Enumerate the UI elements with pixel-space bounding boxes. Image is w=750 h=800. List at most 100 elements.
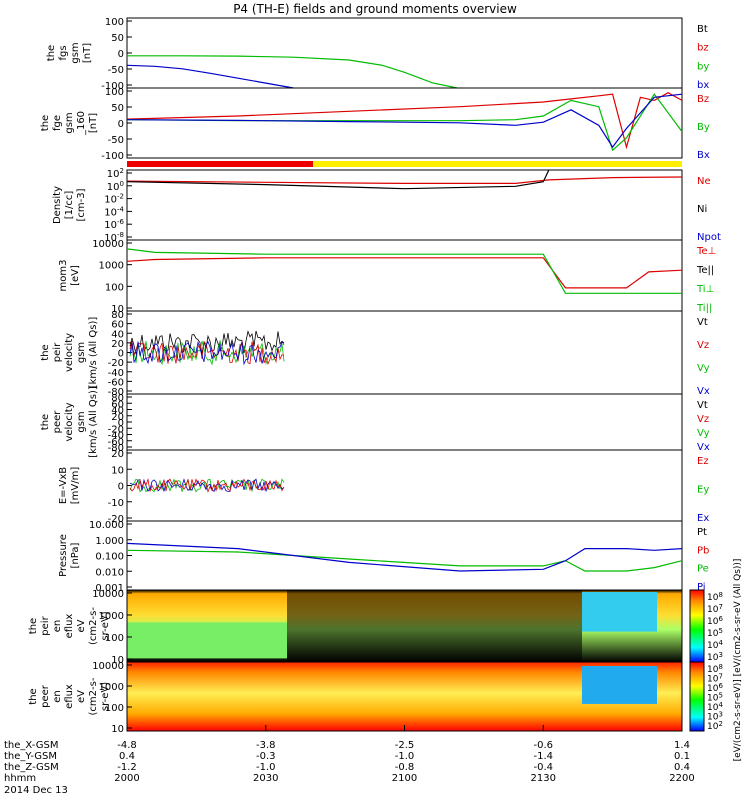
y-tick-label: -80 bbox=[108, 443, 124, 454]
y-axis-label: _160 bbox=[76, 111, 87, 136]
y-tick-label: 0 bbox=[118, 49, 124, 60]
y-tick-label: 102 bbox=[107, 167, 124, 180]
y-axis-label: E=-VxB bbox=[58, 467, 69, 504]
y-tick-label: 10 bbox=[111, 724, 124, 735]
legend-entry: by bbox=[697, 61, 709, 72]
legend-entry: Vz bbox=[697, 340, 709, 351]
y-axis-label: the bbox=[46, 45, 57, 61]
x-row-value: -1.4 bbox=[533, 751, 553, 762]
noise-trace bbox=[129, 477, 285, 493]
region-bar-yellow bbox=[313, 161, 682, 167]
x-axis-annotation: the_X-GSM -4.8 -3.8 -2.5 -0.6 1.4 the_Y-GSM 0.4… bbox=[4, 725, 695, 796]
series-line-by bbox=[127, 55, 458, 89]
noise-trace bbox=[129, 340, 285, 366]
y-axis-label: peer bbox=[40, 684, 51, 708]
legend-entry: Ni bbox=[697, 204, 707, 215]
legend-entry: Pe bbox=[697, 564, 709, 575]
colorbar-tick: 108 bbox=[707, 591, 723, 603]
legend-entry: Vy bbox=[697, 428, 710, 439]
panel-frame bbox=[126, 310, 683, 395]
series-line-Bz bbox=[126, 92, 683, 150]
y-tick-label: -40 bbox=[108, 431, 124, 442]
y-axis-label: the bbox=[40, 115, 51, 131]
y-tick-label: 80 bbox=[111, 310, 124, 321]
y-axis-label: [nPa] bbox=[70, 542, 81, 568]
y-tick-label: -50 bbox=[108, 65, 124, 76]
colorbar-tick: 102 bbox=[707, 720, 723, 732]
y-tick-label: 10000 bbox=[92, 589, 124, 600]
y-axis-label: sr-eV) bbox=[100, 682, 111, 711]
x-row-label: the_Z-GSM bbox=[4, 762, 59, 773]
spectrogram-green bbox=[127, 622, 287, 659]
legend-entry: Te|| bbox=[696, 265, 714, 276]
x-row-value: 2100 bbox=[392, 773, 417, 784]
y-tick-label: 20 bbox=[111, 449, 124, 460]
x-row-value: 0.1 bbox=[674, 751, 690, 762]
panel-frame bbox=[126, 17, 683, 89]
panel-frame bbox=[126, 87, 683, 159]
legend-entry: bz bbox=[697, 43, 709, 54]
y-axis-label: eflux bbox=[64, 684, 75, 709]
panel-peer_en_eflux: 10000 1000 100 10 the peer en eflux eV (cm2-s-sr-… bbox=[28, 661, 723, 735]
noise-trace bbox=[129, 329, 285, 355]
legend-entry: Ey bbox=[697, 485, 709, 496]
panel-fgs: 100 50 0 -50 -100 the fgs gsm [nT] Bt bz by bx bbox=[46, 17, 709, 92]
x-row-value: 2130 bbox=[531, 773, 556, 784]
y-axis-label: gsm bbox=[70, 42, 81, 63]
y-tick-label: 0 bbox=[118, 349, 124, 360]
y-tick-label: 10 bbox=[111, 304, 124, 315]
series-line-Ne bbox=[126, 176, 683, 184]
y-tick-label: 80 bbox=[111, 393, 124, 404]
y-tick-label: 0.100 bbox=[95, 552, 124, 563]
y-axis-label: fge bbox=[52, 115, 63, 131]
y-tick-label: -20 bbox=[108, 358, 124, 369]
colorbar bbox=[689, 661, 705, 732]
x-row-value: -1.0 bbox=[395, 751, 415, 762]
x-date-label: 2014 Dec 13 bbox=[4, 785, 68, 796]
colorbar bbox=[689, 589, 705, 663]
y-axis-label: peir bbox=[52, 342, 63, 362]
series-line-Bx bbox=[126, 93, 683, 149]
panel-efield: 20 10 0 -10 -20 E=-VxB [mV/m] Ez Ey Ex bbox=[58, 449, 709, 525]
legend-entry: Npot bbox=[697, 232, 721, 243]
y-tick-label: 10.000 bbox=[89, 520, 124, 531]
colorbar-tick: 107 bbox=[707, 603, 723, 615]
y-tick-label: 10-4 bbox=[104, 205, 124, 218]
y-tick-label: -50 bbox=[108, 135, 124, 146]
y-tick-label: 0 bbox=[118, 119, 124, 130]
y-tick-label: 100 bbox=[105, 633, 124, 644]
y-tick-label: 0.001 bbox=[95, 583, 124, 594]
panel-frame bbox=[126, 393, 683, 451]
y-tick-label: -20 bbox=[108, 514, 124, 525]
panel-frame bbox=[126, 239, 683, 312]
x-row-value: -1.0 bbox=[256, 762, 276, 773]
legend-entry: Vy bbox=[697, 363, 710, 374]
y-tick-label: 0 bbox=[118, 482, 124, 493]
x-row-value: 2000 bbox=[114, 773, 139, 784]
y-tick-label: 20 bbox=[111, 339, 124, 350]
spectrogram-cavity bbox=[582, 666, 657, 704]
y-axis-label: peer bbox=[52, 410, 63, 434]
y-axis-label: gsm bbox=[76, 411, 87, 432]
y-tick-label: 0.010 bbox=[95, 567, 124, 578]
y-axis-label: the bbox=[40, 414, 51, 430]
legend-entry: Vt bbox=[697, 317, 708, 328]
y-tick-label: -100 bbox=[101, 81, 124, 92]
x-row-value: -4.8 bbox=[117, 740, 137, 751]
series-line-Pi bbox=[126, 542, 683, 572]
x-row-value: -0.8 bbox=[395, 762, 415, 773]
x-row-value: -0.6 bbox=[533, 740, 553, 751]
x-row-value: 2030 bbox=[253, 773, 278, 784]
y-axis-label: [km/s (All Qs)] bbox=[88, 386, 99, 458]
y-tick-label: 10000 bbox=[92, 661, 124, 672]
y-axis-label: [nT] bbox=[88, 113, 99, 133]
y-tick-label: 100 bbox=[107, 180, 124, 193]
y-tick-label: 50 bbox=[111, 103, 124, 114]
y-tick-label: -80 bbox=[108, 387, 124, 398]
y-tick-label: 60 bbox=[111, 399, 124, 410]
y-axis-label: gsm bbox=[76, 342, 87, 363]
legend-entry: Pt bbox=[697, 527, 707, 538]
